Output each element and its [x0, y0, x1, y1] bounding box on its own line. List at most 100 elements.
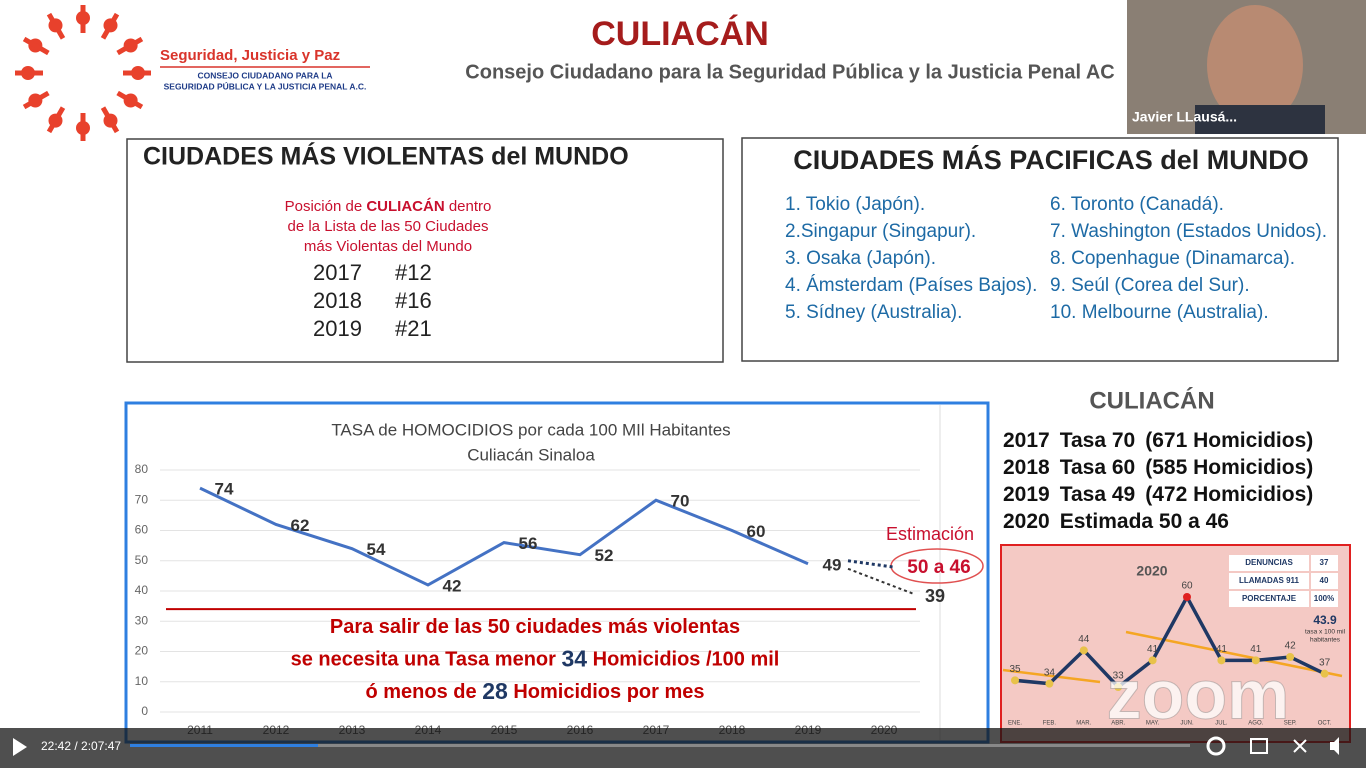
subtitle: Consejo Ciudadano para la Seguridad Públ… [465, 61, 1114, 83]
mini-month: ENE. [1008, 721, 1022, 727]
violent-box [126, 138, 724, 363]
mini-point [1011, 676, 1019, 685]
time-label: 22:42 / 2:07:47 [41, 739, 121, 753]
table-label: DENUNCIAS [1245, 558, 1293, 567]
y-tick-label: 80 [135, 462, 149, 476]
text-span: CULIACÁN [366, 198, 444, 215]
mini-month: JUN. [1180, 721, 1194, 727]
city-item: 9. Seúl (Corea del Sur). [1050, 275, 1250, 296]
mini-month: AGO. [1248, 721, 1263, 727]
text-span: Tasa 70 [1060, 429, 1136, 452]
y-tick-label: 30 [135, 613, 149, 627]
table-cell [1311, 573, 1338, 589]
mini-value: 44 [1078, 634, 1090, 645]
fullscreen-button[interactable] [1293, 739, 1307, 753]
mini-point [1148, 656, 1157, 665]
logo-arm [100, 12, 120, 40]
logo-subtitle: SEGURIDAD PÚBLICA Y LA JUSTICIA PENAL A.… [164, 80, 367, 91]
text-span: (472 Homicidios) [1145, 483, 1313, 506]
logo-arm [22, 90, 50, 110]
text-span: Tasa 49 [1060, 483, 1136, 506]
projection-label: 39 [925, 586, 945, 606]
text-span: más Violentas del Mundo [304, 238, 472, 255]
chart-frame [124, 401, 990, 744]
message-line: ó menos de 28 Homicidios por mes [365, 678, 704, 704]
mini-month: MAY. [1146, 721, 1160, 727]
box-title: CIUDADES MÁS PACIFICAS del MUNDO [793, 144, 1309, 175]
mini-value: 34 [1044, 667, 1056, 678]
logo-arm [116, 36, 144, 56]
y-tick-label: 70 [135, 492, 149, 506]
rank-year: 2017 [313, 260, 362, 285]
play-button[interactable] [13, 738, 27, 756]
table-value: 100% [1314, 594, 1334, 603]
data-label: 56 [519, 534, 538, 553]
mini-value: 33 [1113, 671, 1125, 682]
city-item: 5. Sídney (Australia). [785, 302, 962, 323]
text-span: 2017 [1003, 429, 1050, 452]
text-span: Posición de [285, 198, 367, 215]
y-tick-label: 60 [135, 523, 149, 537]
text-span: (671 Homicidios) [1145, 429, 1313, 452]
chart-title: Culiacán Sinaloa [467, 445, 595, 464]
summary-row: 2017 Tasa 70 (671 Homicidios) [1003, 429, 1313, 452]
data-label: 70 [671, 492, 690, 511]
y-tick-label: 0 [141, 704, 148, 718]
mini-point [1217, 656, 1226, 665]
mini-month: JUL. [1215, 721, 1228, 727]
text-span: 2020 [1003, 510, 1050, 533]
city-item: 7. Washington (Estados Unidos). [1050, 221, 1327, 242]
table-cell [1229, 555, 1309, 571]
mini-value: 41 [1147, 644, 1159, 655]
peaceful-box [741, 137, 1339, 362]
city-item: 6. Toronto (Canadá). [1050, 194, 1224, 215]
text-span: Homicidios /100 mil [587, 649, 779, 671]
table-cell [1229, 573, 1309, 589]
mini-month: SEP. [1284, 721, 1297, 727]
player-bar [0, 728, 1366, 768]
text-span: 34 [561, 646, 587, 672]
text-span: de la Lista de las 50 Ciudades [288, 218, 489, 235]
city-item: 4. Ámsterdam (Países Bajos). [785, 275, 1037, 296]
progress-fill [130, 744, 318, 747]
settings-button[interactable] [1206, 736, 1226, 756]
volume-button[interactable] [1330, 737, 1339, 755]
estimate-title: Estimación [886, 524, 974, 544]
title: CULIACÁN [591, 15, 769, 53]
y-tick-label: 50 [135, 553, 149, 567]
logo-arm [100, 106, 120, 134]
logo-arm [116, 90, 144, 110]
y-tick-label: 40 [135, 583, 149, 597]
rank-value: #16 [395, 288, 432, 313]
rank-value: #21 [395, 316, 432, 341]
table-value: 37 [1320, 558, 1329, 567]
mini-title: 2020 [1136, 563, 1167, 579]
text-span: 2019 [1003, 483, 1050, 506]
text-span: 2018 [1003, 456, 1050, 479]
mini-point [1079, 646, 1088, 655]
data-line [1014, 593, 1326, 690]
table-cell [1229, 591, 1309, 607]
table-label: LLAMADAS 911 [1239, 576, 1300, 585]
text-span: (585 Homicidios) [1145, 456, 1313, 479]
chart-title: TASA de HOMOCIDIOS por cada 100 MIl Habi… [331, 420, 730, 439]
pip-button[interactable] [1250, 738, 1268, 754]
mini-point [1183, 593, 1191, 601]
data-line [199, 486, 809, 587]
table-cell [1311, 555, 1338, 571]
city-item: 10. Melbourne (Australia). [1050, 302, 1269, 323]
logo-subtitle: CONSEJO CIUDADANO PARA LA [197, 70, 332, 80]
estimate-arrow [847, 559, 894, 569]
data-label: 52 [595, 546, 614, 565]
data-label: 42 [443, 576, 462, 595]
summary-row: 2018 Tasa 60 (585 Homicidios) [1003, 456, 1313, 479]
caption-line: más Violentas del Mundo [304, 238, 472, 255]
text-span: Para salir de las 50 ciudades más violen… [330, 616, 740, 638]
participant-name: Javier LLausá... [1132, 109, 1237, 125]
mini-month: OCT. [1318, 721, 1332, 727]
progress-track [130, 744, 1190, 747]
trend-line [1002, 668, 1101, 684]
rank-year: 2018 [313, 288, 362, 313]
data-label: 54 [367, 540, 386, 559]
